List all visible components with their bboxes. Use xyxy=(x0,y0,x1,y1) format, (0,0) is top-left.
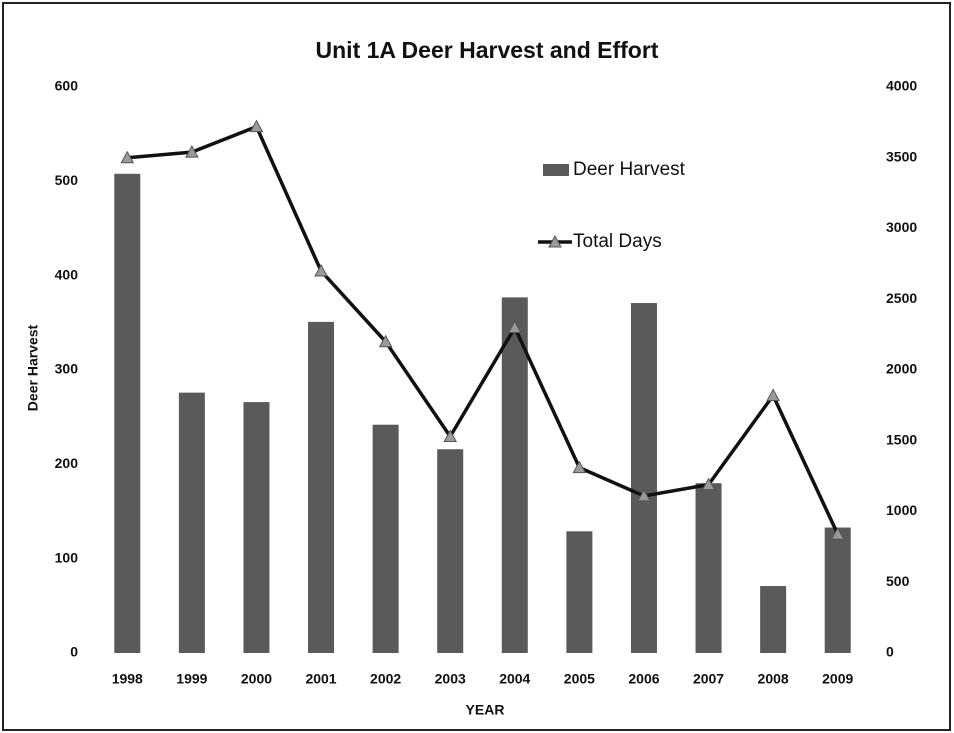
y2-tick-label: 500 xyxy=(886,573,910,589)
x-tick-label: 2007 xyxy=(693,671,724,687)
y-tick-label: 500 xyxy=(55,172,79,188)
bar xyxy=(178,392,205,653)
legend-label: Deer Harvest xyxy=(573,159,686,180)
y2-tick-label: 1000 xyxy=(886,502,917,518)
y-tick-label: 0 xyxy=(70,644,78,660)
y2-tick-label: 1500 xyxy=(886,431,917,447)
line-marker xyxy=(378,334,393,348)
y-tick-label: 100 xyxy=(55,549,79,565)
bar xyxy=(824,527,851,653)
x-tick-label: 2008 xyxy=(758,671,789,687)
x-tick-label: 2003 xyxy=(435,671,466,687)
x-tick-label: 2009 xyxy=(822,671,853,687)
line-marker xyxy=(766,388,780,401)
bar xyxy=(566,531,593,653)
legend-marker xyxy=(548,234,562,248)
line xyxy=(127,124,840,535)
x-tick-label: 2004 xyxy=(499,671,530,687)
bar xyxy=(437,449,464,653)
line-marker xyxy=(637,488,651,502)
y-tick-label: 200 xyxy=(55,455,79,471)
bar xyxy=(114,173,141,653)
chart-title: Unit 1A Deer Harvest and Effort xyxy=(316,37,659,63)
bar xyxy=(695,483,722,653)
bar xyxy=(372,424,399,653)
bar xyxy=(308,321,335,653)
y-tick-label: 400 xyxy=(55,266,79,282)
x-tick-label: 1998 xyxy=(112,671,143,687)
x-tick-label: 2006 xyxy=(628,671,659,687)
bar xyxy=(243,402,270,653)
bar xyxy=(501,297,528,653)
x-tick-label: 2002 xyxy=(370,671,401,687)
legend-label: Total Days xyxy=(573,231,662,252)
y2-tick-label: 4000 xyxy=(886,78,917,94)
y2-tick-label: 3500 xyxy=(886,148,917,164)
bar xyxy=(630,303,657,653)
x-axis-label: YEAR xyxy=(466,702,505,718)
line-marker xyxy=(830,527,845,540)
y2-tick-label: 2500 xyxy=(886,290,917,306)
line-marker xyxy=(249,119,264,133)
y-tick-label: 600 xyxy=(55,78,79,94)
bar xyxy=(760,586,787,653)
line-marker xyxy=(572,460,587,474)
x-tick-label: 1999 xyxy=(176,671,207,687)
y2-tick-label: 0 xyxy=(886,644,894,660)
line-marker xyxy=(314,263,328,277)
x-tick-label: 2001 xyxy=(305,671,336,687)
line-marker xyxy=(120,150,135,164)
y-axis-label: Deer Harvest xyxy=(25,324,41,411)
legend-swatch xyxy=(543,164,569,176)
line-marker xyxy=(185,145,199,158)
y2-tick-label: 3000 xyxy=(886,219,917,235)
x-tick-label: 2000 xyxy=(241,671,272,687)
y2-tick-label: 2000 xyxy=(886,361,917,377)
line-marker xyxy=(443,429,458,443)
line-marker xyxy=(507,320,522,334)
line-marker xyxy=(701,477,716,491)
y-tick-label: 300 xyxy=(55,361,79,377)
x-tick-label: 2005 xyxy=(564,671,595,687)
